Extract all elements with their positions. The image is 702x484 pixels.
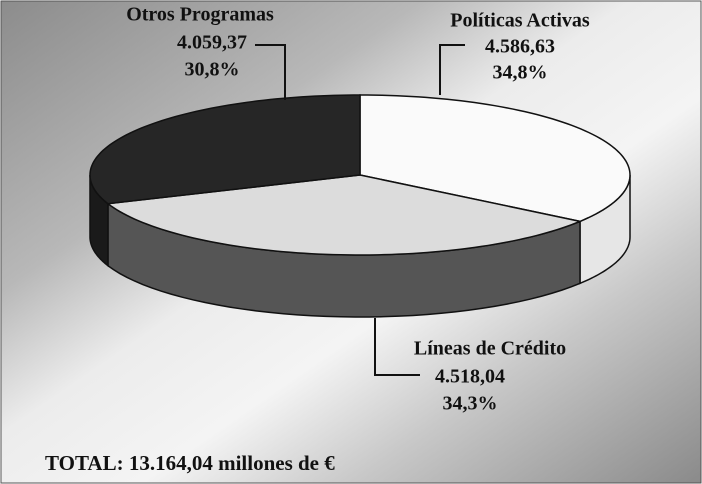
value-label: 4.518,04 xyxy=(435,366,505,388)
slice xyxy=(359,94,631,223)
annotation: TOTAL: 13.164,04 millones de € xyxy=(45,451,335,475)
slice-label: Políticas Activas xyxy=(450,10,590,32)
slice xyxy=(89,94,361,205)
slice xyxy=(105,174,583,256)
leader-line xyxy=(255,44,286,100)
value-label: 4.059,37 xyxy=(177,32,247,54)
slice-label: Otros Programas xyxy=(126,4,274,26)
pie xyxy=(89,94,631,318)
leader-line xyxy=(439,44,465,95)
percent-label: 30,8% xyxy=(185,59,240,81)
leader-line xyxy=(374,318,420,376)
slice-label: Líneas de Crédito xyxy=(414,338,566,360)
value-label: 4.586,63 xyxy=(485,36,555,58)
percent-label: 34,3% xyxy=(443,393,498,415)
percent-label: 34,8% xyxy=(493,62,548,84)
